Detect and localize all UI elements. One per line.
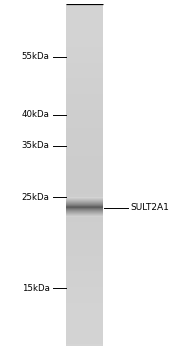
Text: 55kDa: 55kDa — [22, 52, 50, 61]
Text: 25kDa: 25kDa — [22, 193, 50, 202]
Text: 15kDa: 15kDa — [22, 284, 50, 293]
Text: 35kDa: 35kDa — [22, 141, 50, 150]
Text: 40kDa: 40kDa — [22, 111, 50, 119]
Text: SULT2A1: SULT2A1 — [131, 203, 169, 212]
